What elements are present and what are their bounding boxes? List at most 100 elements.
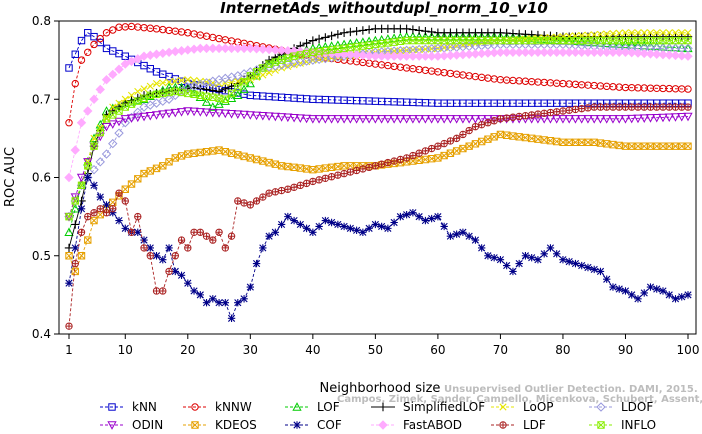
data-point: [264, 44, 274, 55]
data-point: [146, 252, 154, 260]
data-point: [358, 115, 368, 124]
data-point: [646, 283, 655, 291]
data-point: [371, 162, 380, 170]
data-point: [214, 87, 224, 96]
data-point: [352, 43, 361, 51]
data-point: [127, 100, 136, 108]
data-point: [484, 135, 492, 143]
data-point: [364, 25, 374, 34]
data-point: [401, 115, 412, 124]
legend-marker: [378, 402, 388, 412]
data-point: [490, 117, 498, 125]
legend-item-fastabod: FastABOD: [371, 418, 462, 432]
data-point: [409, 157, 417, 165]
data-point: [414, 51, 424, 61]
data-point: [259, 157, 267, 165]
data-point: [201, 43, 212, 54]
data-point: [452, 230, 461, 238]
data-point: [315, 47, 323, 56]
data-point: [290, 163, 298, 172]
data-point: [501, 47, 512, 58]
data-point: [571, 105, 580, 114]
data-point: [584, 138, 592, 146]
data-point: [65, 322, 73, 330]
data-point: [609, 103, 617, 111]
data-point: [296, 220, 305, 229]
data-point: [84, 162, 92, 170]
data-point: [177, 271, 186, 280]
data-point: [320, 115, 330, 124]
data-point: [684, 29, 692, 37]
data-point: [659, 142, 667, 150]
data-point: [659, 287, 667, 295]
legend-item-inflo: INFLO: [589, 418, 656, 432]
data-point: [427, 27, 436, 37]
data-point: [115, 49, 123, 58]
data-point: [508, 47, 518, 58]
data-point: [509, 113, 517, 121]
data-point: [109, 209, 117, 217]
data-point: [596, 103, 605, 111]
y-tick-label: 0.4: [32, 327, 51, 341]
data-point: [259, 244, 267, 252]
data-point: [371, 40, 380, 49]
data-point: [115, 189, 123, 197]
data-point: [408, 51, 418, 61]
series-line-loop: [68, 32, 688, 217]
data-point: [233, 110, 243, 119]
data-point: [234, 83, 242, 92]
data-point: [470, 115, 481, 124]
data-point: [171, 252, 179, 260]
data-point: [214, 43, 224, 54]
legend-label: LDOF: [621, 400, 653, 414]
data-point: [540, 109, 548, 117]
data-point: [440, 151, 448, 160]
data-point: [471, 140, 480, 148]
data-point: [621, 287, 630, 295]
data-point: [90, 181, 98, 190]
data-point: [96, 128, 104, 137]
data-point: [459, 228, 467, 236]
data-point: [614, 47, 624, 58]
data-point: [639, 48, 649, 59]
data-point: [420, 51, 431, 61]
data-point: [202, 299, 211, 307]
legend-marker: [191, 403, 199, 411]
data-point: [284, 212, 292, 221]
data-point: [152, 68, 161, 76]
data-point: [121, 185, 129, 193]
data-point: [327, 218, 336, 227]
data-point: [334, 45, 342, 53]
data-point: [677, 112, 687, 122]
data-point: [459, 144, 467, 153]
data-point: [640, 289, 648, 297]
data-point: [134, 213, 142, 221]
data-point: [627, 47, 637, 58]
data-point: [671, 29, 680, 37]
data-point: [159, 255, 167, 264]
data-point: [208, 108, 218, 118]
legend-item-kdeos: KDEOS: [183, 418, 257, 432]
data-point: [396, 212, 405, 221]
data-point: [108, 120, 118, 129]
data-point: [65, 279, 73, 287]
data-point: [515, 112, 523, 121]
data-point: [564, 115, 574, 124]
data-point: [659, 103, 667, 111]
data-point: [339, 28, 349, 37]
data-point: [65, 64, 73, 72]
x-tick-label: 50: [368, 343, 383, 357]
data-point: [283, 113, 293, 123]
data-point: [271, 58, 280, 66]
legend-item-ldof: LDOF: [589, 400, 653, 414]
data-point: [490, 254, 498, 262]
y-axis-label: ROC AUC: [3, 147, 18, 207]
data-point: [584, 263, 592, 272]
data-point: [465, 232, 473, 240]
data-point: [427, 214, 436, 223]
data-point: [95, 84, 105, 95]
data-point: [277, 56, 286, 64]
data-point: [164, 109, 174, 119]
legend-label: LoOP: [523, 400, 554, 414]
series-line-ldf: [68, 106, 688, 327]
